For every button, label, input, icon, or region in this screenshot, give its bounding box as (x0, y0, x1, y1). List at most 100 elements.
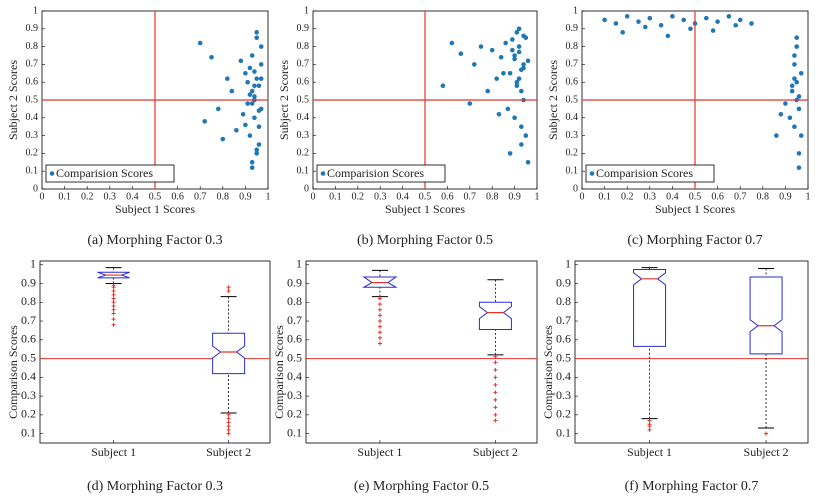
x-axis-label: Subject 1 Scores (385, 202, 465, 216)
outlier (493, 418, 498, 423)
point (256, 142, 262, 147)
point (478, 44, 484, 49)
point (704, 15, 709, 21)
outlier (493, 412, 498, 417)
point (249, 53, 255, 58)
point (252, 115, 257, 121)
y-tick-label: 0.6 (287, 332, 302, 346)
x-tick-label: 0.3 (374, 191, 387, 202)
point (514, 30, 520, 35)
outlier (111, 317, 116, 322)
scatter-panel: 0 0.1 0.2 0.3 0.4 0.5 0.6 0.7 0.8 0.9 1 0 0.1 0.2 0.3 0… (546, 5, 811, 215)
y-tick-label: 0.8 (556, 294, 571, 308)
point (467, 101, 473, 106)
point (510, 47, 515, 53)
y-tick-label: 0.7 (287, 313, 302, 327)
point (489, 47, 495, 53)
point (613, 21, 619, 26)
point (519, 67, 524, 73)
box (749, 276, 783, 355)
point (670, 14, 675, 19)
box-panel: 0.1 0.2 0.3 0.4 0.5 0.6 0.7 0.8 0.9 1 Subject 1 Sub… (272, 257, 538, 459)
x-tick-label: 0.2 (81, 191, 94, 202)
legend-marker (320, 171, 326, 176)
outlier (377, 319, 382, 324)
y-tick-label: 0.7 (556, 313, 571, 327)
point (258, 76, 264, 81)
y-tick-label: 1 (33, 5, 38, 16)
x-tick-label: 0.8 (486, 191, 499, 202)
point (503, 40, 508, 46)
y-tick-label: 1 (565, 257, 571, 271)
outlier (226, 412, 231, 417)
y-tick-label: 0.9 (556, 275, 571, 289)
outlier (493, 397, 498, 402)
y-axis-label: Subject 2 Scores (277, 60, 291, 140)
point (498, 54, 504, 60)
point (792, 62, 797, 67)
x-tick-label: Subject 1 (627, 445, 672, 459)
point (256, 124, 262, 129)
x-tick-label: Subject 1 (357, 445, 402, 459)
scatter-panel: 0 0.1 0.2 0.3 0.4 0.5 0.6 0.7 0.8 0.9 1 0 0.1 0.2 0.3 0… (6, 5, 271, 215)
point (516, 44, 522, 49)
x-tick-label: 0.5 (149, 191, 162, 202)
outlier (493, 354, 498, 359)
point (501, 71, 506, 76)
point (512, 115, 517, 121)
point (247, 92, 253, 97)
y-tick-label: 0.4 (566, 112, 579, 123)
y-tick-label: 0 (33, 183, 38, 194)
point (514, 79, 520, 85)
x-tick-label: 0.9 (239, 191, 252, 202)
outlier (226, 424, 231, 429)
x-tick-label: Subject 1 (91, 445, 136, 459)
point (688, 26, 693, 32)
point (440, 83, 446, 89)
outlier (493, 405, 498, 410)
outlier (493, 375, 498, 380)
y-tick-label: 0.5 (21, 350, 36, 364)
y-tick-label: 0.9 (26, 23, 39, 34)
y-tick-label: 0.5 (556, 350, 571, 364)
x-tick-label: Subject 2 (206, 445, 251, 459)
y-tick-label: 0.3 (26, 130, 39, 141)
outlier (111, 292, 116, 297)
y-tick-label: 0.6 (26, 76, 39, 87)
y-axis-label: Comparison Scores (272, 325, 286, 419)
outlier (377, 307, 382, 312)
point (245, 101, 250, 106)
x-tick-label: 0.6 (711, 191, 724, 202)
point (197, 40, 203, 46)
y-tick-label: 1 (30, 257, 36, 271)
point (749, 21, 754, 26)
point (796, 106, 802, 112)
point (789, 88, 795, 94)
y-tick-label: 0.4 (297, 112, 310, 123)
outlier (111, 300, 116, 305)
point (521, 33, 526, 39)
y-tick-label: 0.3 (287, 388, 302, 402)
y-tick-label: 0.8 (566, 41, 579, 52)
outlier (111, 322, 116, 327)
box (212, 332, 246, 375)
y-tick-label: 0.2 (26, 148, 39, 159)
point (202, 119, 208, 124)
point (794, 44, 799, 49)
point (726, 14, 732, 19)
y-tick-label: 0.8 (297, 41, 310, 52)
outlier (226, 416, 231, 421)
outlier (226, 285, 231, 290)
outlier (647, 418, 652, 423)
outlier (377, 324, 382, 329)
point (247, 133, 253, 138)
point (496, 111, 502, 117)
y-tick-label: 0.5 (26, 94, 39, 105)
point (681, 17, 686, 23)
point (449, 40, 455, 46)
outlier (377, 296, 382, 301)
y-tick-label: 1 (296, 257, 302, 271)
x-tick-label: 0.6 (441, 191, 454, 202)
outlier (377, 330, 382, 335)
point (254, 76, 259, 81)
